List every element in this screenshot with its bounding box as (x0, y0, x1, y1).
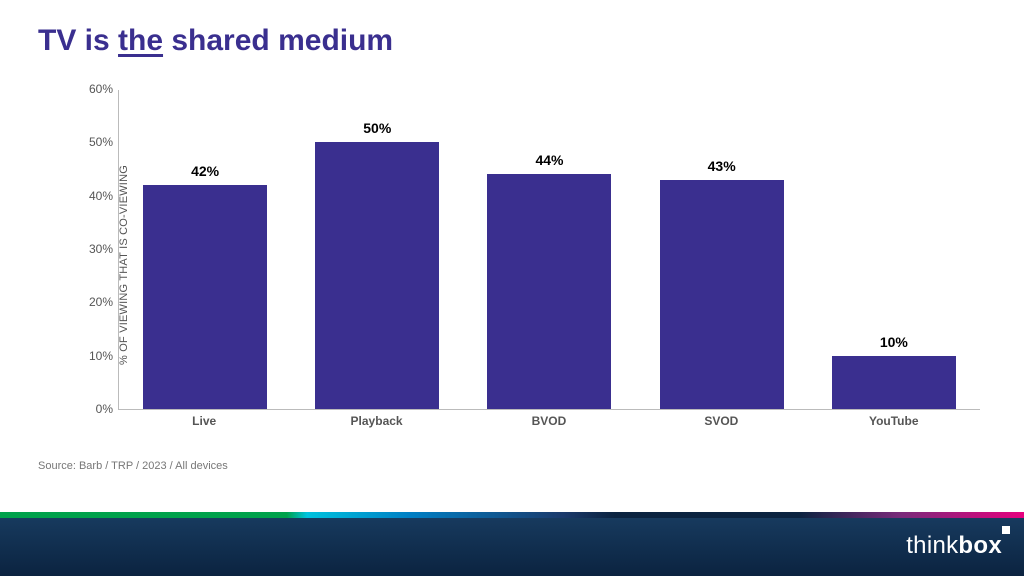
bar (143, 185, 267, 409)
y-tick: 0% (77, 402, 113, 416)
y-tick: 60% (77, 82, 113, 96)
bar (832, 356, 956, 409)
bar (487, 174, 611, 409)
bar-slot: 50% (307, 120, 447, 409)
bar-value-label: 42% (191, 163, 219, 179)
slide-title: TV is the shared medium (38, 24, 393, 58)
x-label: SVOD (651, 414, 791, 428)
bar-value-label: 44% (535, 152, 563, 168)
y-tick: 20% (77, 295, 113, 309)
bar-slot: 10% (824, 334, 964, 409)
co-viewing-bar-chart: % OF VIEWING THAT IS CO-VIEWING 42%50%44… (80, 90, 980, 440)
footer-bar: thinkbox (0, 518, 1024, 576)
bar-value-label: 50% (363, 120, 391, 136)
source-text: Source: Barb / TRP / 2023 / All devices (38, 460, 228, 472)
y-tick: 40% (77, 189, 113, 203)
x-label: YouTube (824, 414, 964, 428)
title-post: shared medium (163, 24, 393, 57)
x-label: Live (134, 414, 274, 428)
y-tick: 10% (77, 349, 113, 363)
x-label: BVOD (479, 414, 619, 428)
bar-value-label: 43% (708, 158, 736, 174)
bar-slot: 42% (135, 163, 275, 409)
title-underlined: the (118, 24, 163, 57)
bar-slot: 44% (479, 152, 619, 409)
logo-bold: box (958, 532, 1002, 559)
y-tick: 30% (77, 242, 113, 256)
title-pre: TV is (38, 24, 118, 57)
footer: thinkbox (0, 512, 1024, 576)
bar (660, 180, 784, 409)
logo-dot-icon (1002, 526, 1010, 534)
slide: TV is the shared medium % OF VIEWING THA… (0, 0, 1024, 576)
bar (315, 142, 439, 409)
logo-thin: think (906, 532, 958, 559)
bar-slot: 43% (652, 158, 792, 409)
y-tick: 50% (77, 135, 113, 149)
thinkbox-logo: thinkbox (906, 532, 1002, 560)
bars-container: 42% 50% 44% 43% 10% (119, 90, 980, 409)
x-label: Playback (307, 414, 447, 428)
bar-value-label: 10% (880, 334, 908, 350)
plot-area: 42%50%44%43%10% 0%10%20%30%40%50%60% (118, 90, 980, 410)
x-labels: Live Playback BVOD SVOD YouTube (118, 414, 980, 428)
